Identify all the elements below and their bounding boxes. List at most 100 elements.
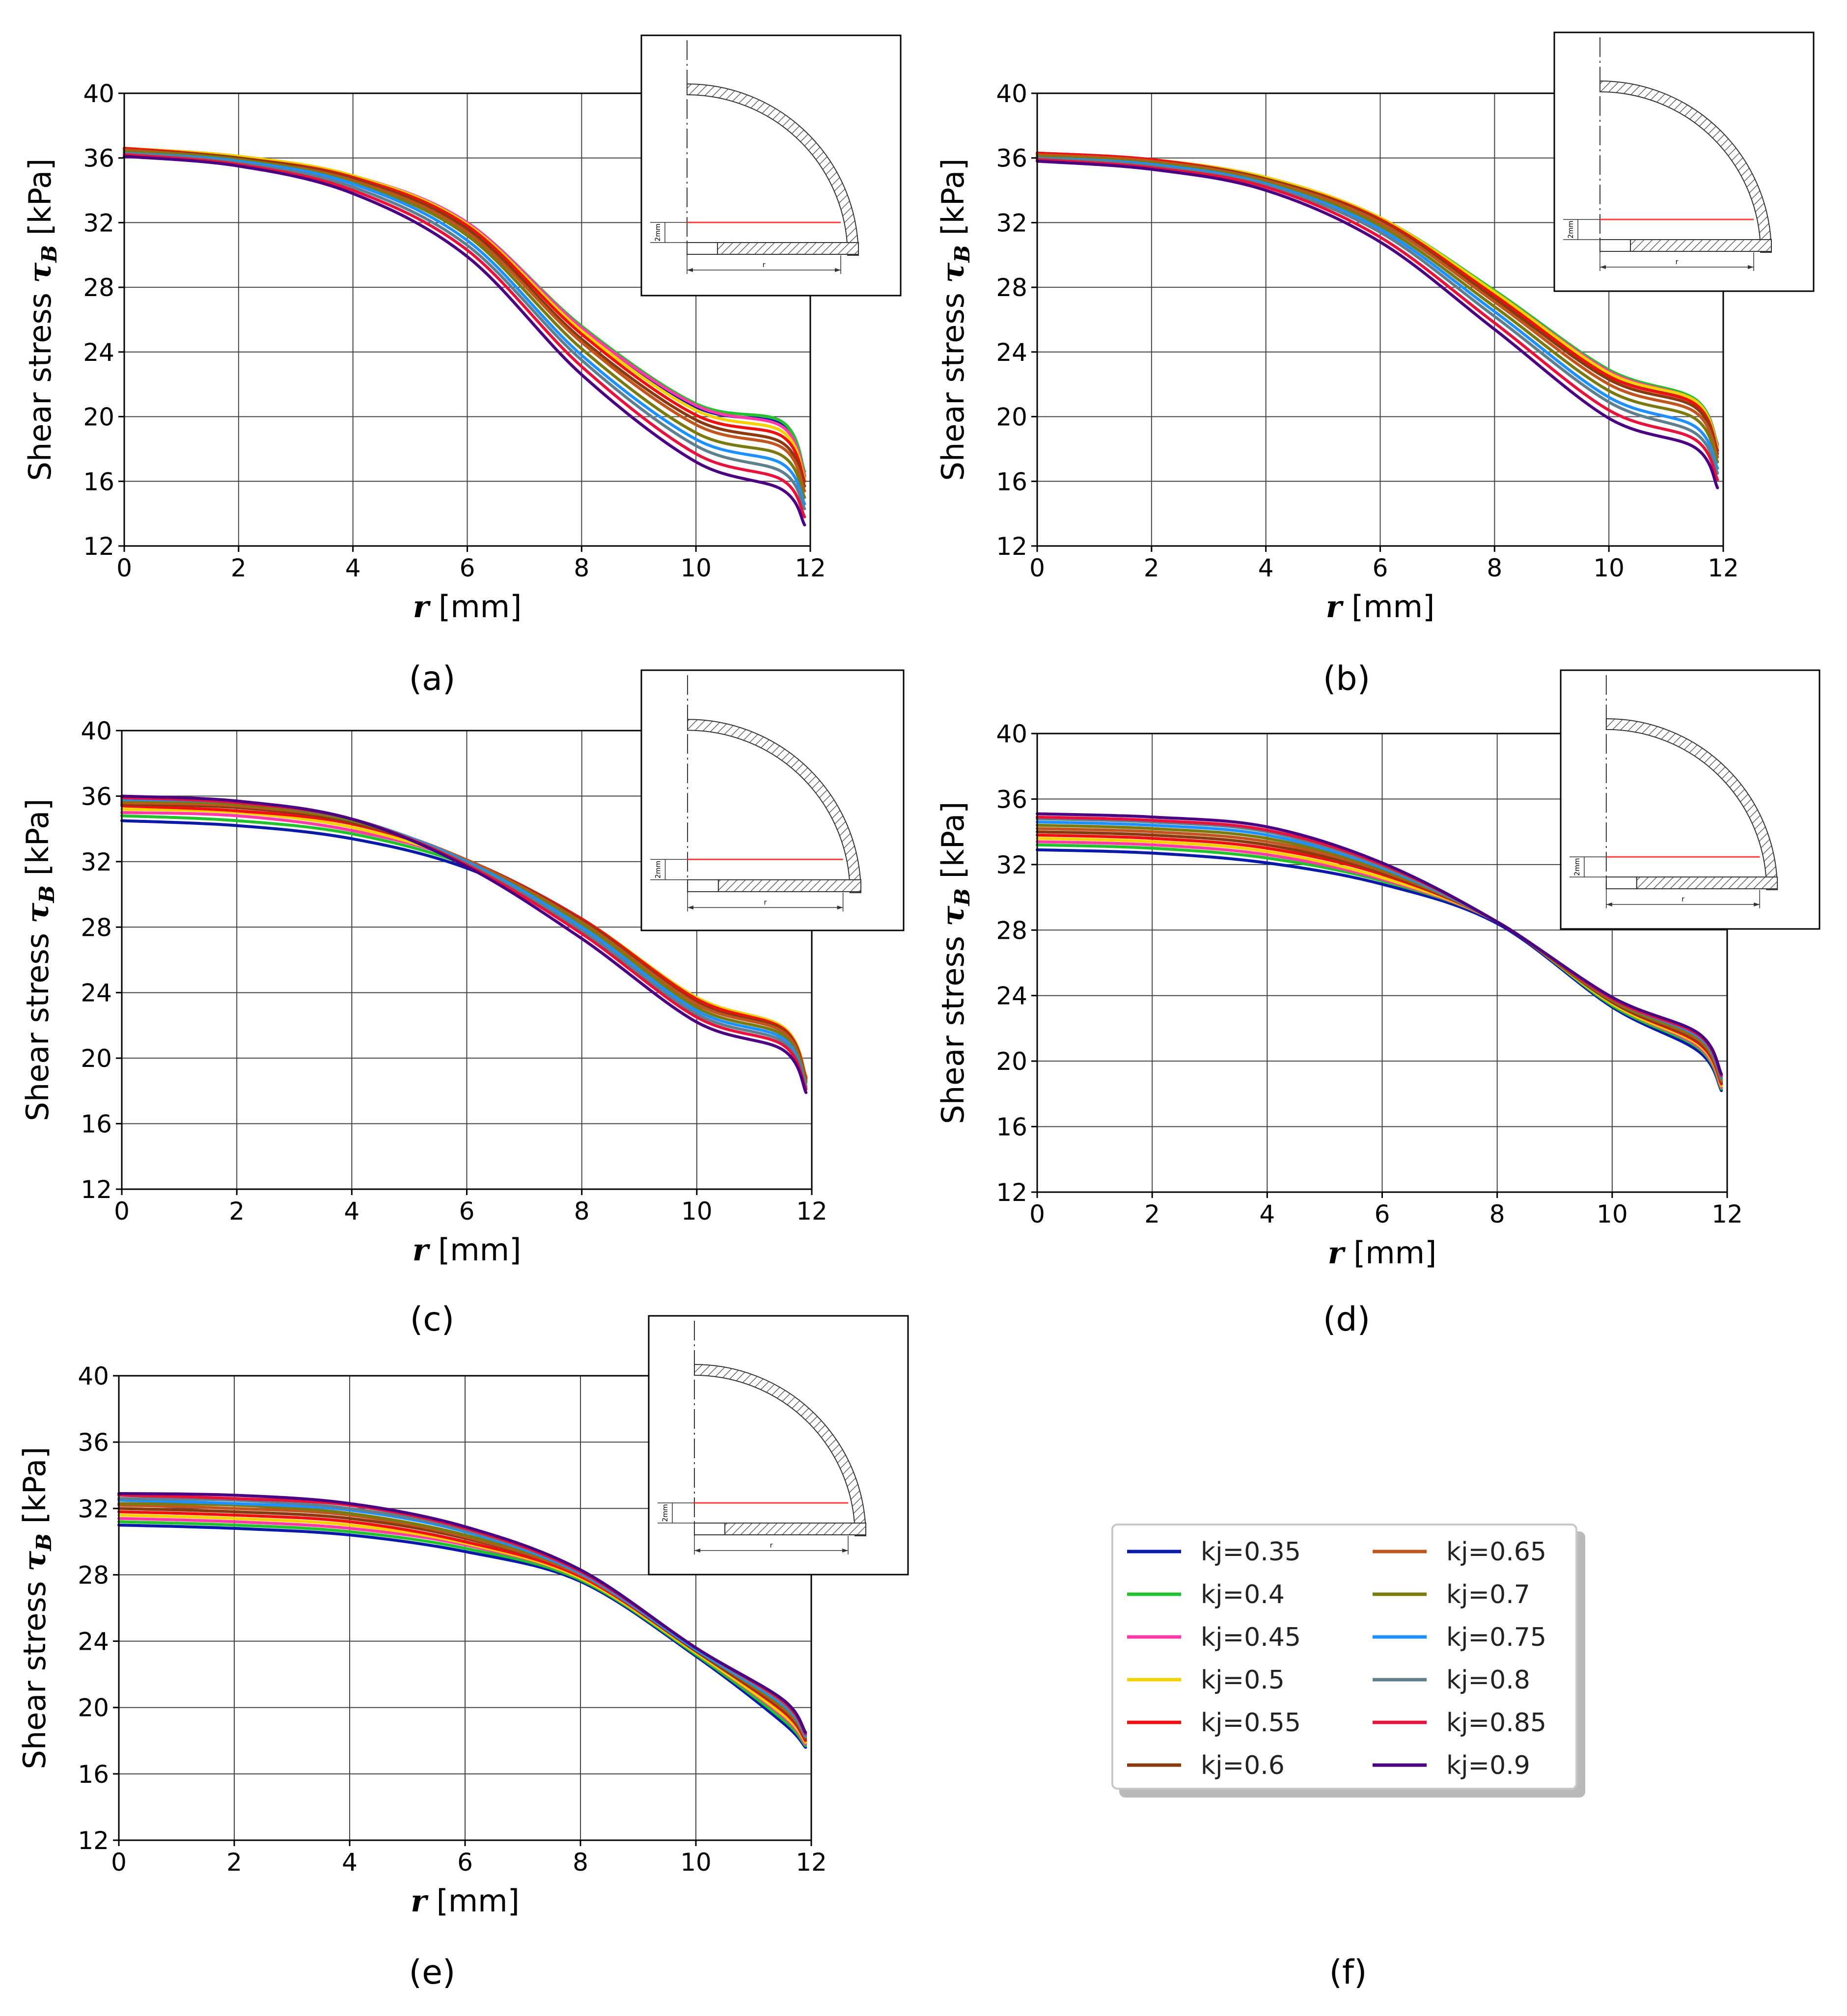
legend-label: kj=0.7 xyxy=(1446,1580,1530,1609)
x-tick-label: 10 xyxy=(1597,1200,1628,1228)
y-axis-label: Shear stress τB [kPa] xyxy=(935,802,974,1124)
y-tick-label: 24 xyxy=(996,338,1027,367)
series-line xyxy=(1036,155,1719,463)
y-tick-label: 20 xyxy=(83,403,114,432)
inset-inlet xyxy=(687,242,718,255)
y-tick-label: 32 xyxy=(81,848,112,876)
x-tick-label: 2 xyxy=(1144,1200,1160,1228)
x-tick-label: 10 xyxy=(681,1197,713,1226)
legend-label: kj=0.65 xyxy=(1446,1537,1546,1567)
series-line xyxy=(123,150,806,499)
inset-dome xyxy=(1599,80,1772,253)
x-tick-label: 12 xyxy=(796,1848,827,1877)
series-lines xyxy=(120,794,808,1094)
x-axis-label: r [mm] xyxy=(413,589,522,625)
y-tick-label: 40 xyxy=(996,720,1027,748)
x-tick-label: 6 xyxy=(1375,1200,1390,1228)
y-tick-label: 24 xyxy=(83,338,114,367)
geometry-inset: 2mm r xyxy=(648,1315,909,1576)
inset-r-arrow-right xyxy=(837,905,843,910)
panel-label-a: (a) xyxy=(409,659,456,698)
inset-inlet xyxy=(1605,876,1637,890)
x-tick-label: 8 xyxy=(574,554,589,582)
geometry-inset: 2mm r xyxy=(640,669,905,931)
legend-label: kj=0.9 xyxy=(1446,1751,1530,1780)
x-axis-label: r [mm] xyxy=(413,1232,522,1268)
y-tick-label: 12 xyxy=(996,1178,1027,1207)
series-line xyxy=(1036,812,1723,1076)
series-line xyxy=(120,801,808,1083)
legend-label: kj=0.75 xyxy=(1446,1623,1546,1652)
y-tick-label: 28 xyxy=(996,916,1027,945)
inset-dome xyxy=(694,1363,867,1536)
inset-base-plate xyxy=(724,1523,866,1535)
inset-inlet xyxy=(687,879,719,893)
inset-r-label: r xyxy=(764,899,767,906)
y-tick-label: 12 xyxy=(81,1175,112,1204)
panel-label-b: (b) xyxy=(1323,659,1370,698)
inset-r-label: r xyxy=(763,261,766,269)
x-tick-label: 12 xyxy=(1708,554,1739,582)
y-tick-label: 28 xyxy=(83,273,114,302)
inset-r-arrow-left xyxy=(1600,265,1606,269)
y-axis-label: Shear stress τB [kPa] xyxy=(22,159,61,481)
x-tick-label: 8 xyxy=(1489,1200,1505,1228)
series-line xyxy=(117,1524,807,1749)
y-tick-label: 40 xyxy=(78,1362,109,1390)
panel-label-c: (c) xyxy=(410,1300,454,1339)
x-tick-label: 8 xyxy=(574,1197,590,1226)
x-tick-label: 2 xyxy=(226,1848,242,1877)
legend-label: kj=0.35 xyxy=(1201,1537,1301,1567)
x-tick-label: 0 xyxy=(1029,554,1045,582)
inset-frame xyxy=(1560,669,1820,930)
inset-frame xyxy=(1553,31,1815,292)
series-lines xyxy=(117,1492,807,1749)
inset-r-arrow-left xyxy=(1606,902,1612,907)
series-lines xyxy=(1036,812,1723,1092)
x-tick-label: 0 xyxy=(116,554,132,582)
inset-base-plate xyxy=(1630,239,1772,252)
inset-r-arrow-right xyxy=(1754,902,1760,907)
series-line xyxy=(1036,153,1719,459)
y-tick-label: 40 xyxy=(996,80,1027,108)
y-tick-label: 40 xyxy=(83,80,114,108)
inset-r-arrow-left xyxy=(688,905,694,910)
series-line xyxy=(123,155,806,527)
y-tick-label: 36 xyxy=(81,782,112,811)
series-line xyxy=(123,151,806,506)
y-tick-label: 24 xyxy=(78,1628,109,1656)
x-tick-label: 4 xyxy=(1258,554,1274,582)
y-tick-label: 32 xyxy=(83,209,114,237)
panel-label-f: (f) xyxy=(1329,1953,1367,1992)
x-axis-label: r [mm] xyxy=(411,1883,520,1919)
geometry-inset: 2mm r xyxy=(640,34,902,297)
y-tick-label: 16 xyxy=(83,467,114,496)
x-tick-label: 2 xyxy=(1144,554,1159,582)
series-lines xyxy=(123,147,806,527)
x-tick-label: 6 xyxy=(460,554,475,582)
legend-label: kj=0.85 xyxy=(1446,1708,1546,1738)
series-line xyxy=(120,794,808,1094)
x-tick-label: 6 xyxy=(457,1848,473,1877)
series-line xyxy=(1036,156,1719,470)
x-tick-label: 10 xyxy=(1593,554,1625,582)
legend-items: kj=0.35 kj=0.4 kj=0.45 kj=0.5 kj=0.55 kj=0.6 k… xyxy=(1127,1537,1546,1780)
series-line xyxy=(1036,160,1719,490)
x-tick-label: 0 xyxy=(1029,1200,1045,1228)
inset-r-arrow-left xyxy=(694,1549,700,1553)
y-tick-label: 12 xyxy=(996,532,1027,561)
x-tick-label: 4 xyxy=(344,1197,359,1226)
x-axis-label: r [mm] xyxy=(1328,1235,1437,1271)
inset-r-arrow-left xyxy=(687,268,693,272)
inset-base-plate xyxy=(717,242,859,255)
x-axis-label: r [mm] xyxy=(1326,589,1435,625)
series-line xyxy=(117,1492,807,1734)
x-tick-label: 4 xyxy=(342,1848,358,1877)
series-line xyxy=(123,148,806,488)
x-tick-label: 4 xyxy=(1259,1200,1275,1228)
series-line xyxy=(1036,848,1723,1092)
